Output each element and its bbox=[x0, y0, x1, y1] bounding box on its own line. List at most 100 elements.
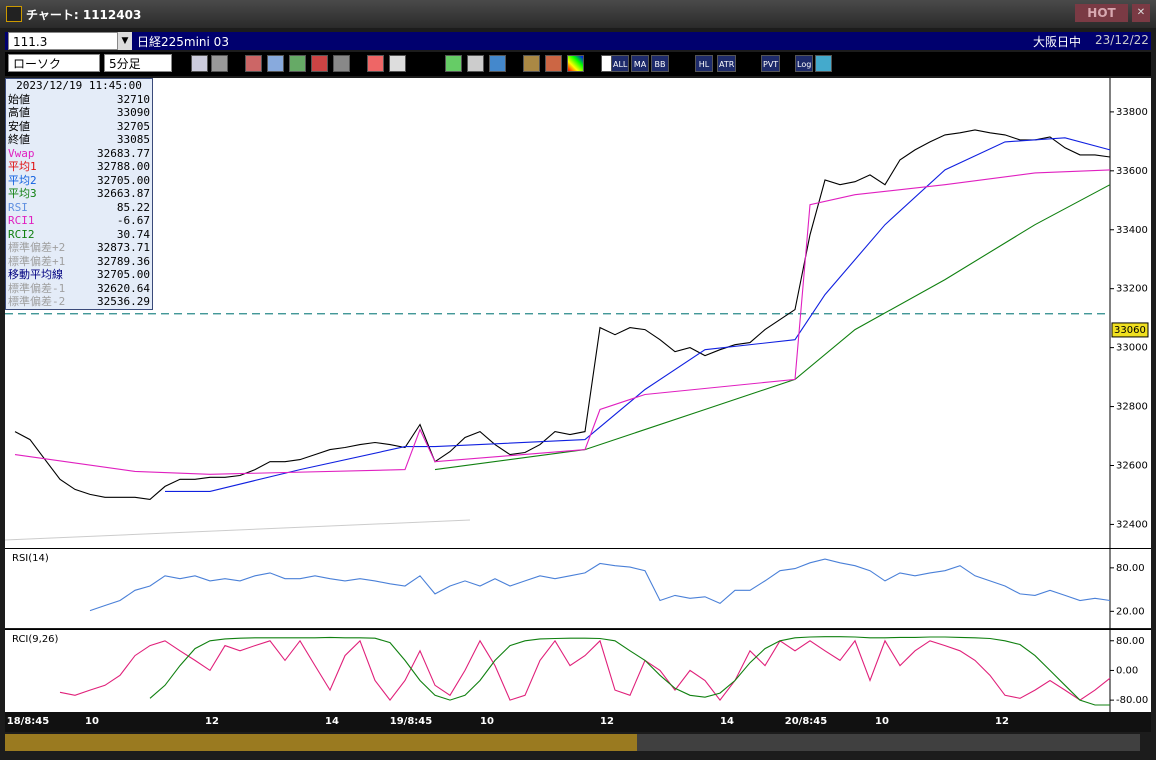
info-row: 平均2 32705.00 bbox=[6, 174, 152, 188]
info-row: 高値 33090 bbox=[6, 106, 152, 120]
x-tick-label: 10 bbox=[85, 716, 99, 727]
x-tick-label: 19/8:45 bbox=[390, 716, 432, 727]
info-value: 32663.87 bbox=[97, 187, 150, 200]
toolbar-button[interactable]: HL bbox=[695, 55, 713, 72]
x-tick-label: 12 bbox=[600, 716, 614, 727]
tool-icon[interactable] bbox=[567, 55, 584, 72]
info-value: 32705 bbox=[116, 119, 150, 133]
info-label: 平均2 bbox=[8, 173, 37, 187]
info-row: RCI1 -6.67 bbox=[6, 214, 152, 228]
y-tick-label: 33000 bbox=[1116, 343, 1148, 354]
info-label: 終値 bbox=[8, 133, 30, 146]
tool-icon[interactable] bbox=[815, 55, 832, 72]
info-value: 32789.36 bbox=[97, 254, 150, 268]
info-label: 標準偏差+2 bbox=[8, 241, 66, 254]
tool-row: ローソク 5分足 ALL MA BB HL ATR PVT Log bbox=[5, 52, 1151, 76]
info-value: 30.74 bbox=[116, 227, 150, 241]
tool-icon[interactable] bbox=[489, 55, 506, 72]
info-row: RSI 85.22 bbox=[6, 201, 152, 215]
y-tick-label: 32400 bbox=[1116, 519, 1148, 530]
info-row: 標準偏差+2 32873.71 bbox=[6, 241, 152, 255]
tool-icon[interactable] bbox=[267, 55, 284, 72]
panel-title: RCI(9,26) bbox=[12, 634, 59, 645]
info-label: RSI bbox=[8, 200, 28, 214]
x-tick-label: 10 bbox=[875, 716, 889, 727]
info-label: 平均1 bbox=[8, 160, 37, 173]
panel-title: RSI(14) bbox=[12, 553, 49, 564]
series-line bbox=[434, 184, 1111, 471]
info-value: 33085 bbox=[116, 133, 150, 146]
info-row: 終値 33085 bbox=[6, 133, 152, 147]
hot-button[interactable]: HOT bbox=[1075, 4, 1128, 22]
tool-icon[interactable] bbox=[245, 55, 262, 72]
info-label: Vwap bbox=[8, 146, 35, 160]
toolbar-button[interactable]: Log bbox=[795, 55, 814, 72]
series-line bbox=[89, 558, 1111, 612]
toolbar-button[interactable]: ALL bbox=[611, 55, 630, 72]
dropdown-arrow[interactable]: ▼ bbox=[118, 32, 132, 50]
y-tick-label: 80.00 bbox=[1116, 563, 1145, 574]
y-tick-label: 33600 bbox=[1116, 166, 1148, 177]
tool-icon[interactable] bbox=[311, 55, 328, 72]
info-row: 平均1 32788.00 bbox=[6, 160, 152, 174]
info-label: 始値 bbox=[8, 92, 30, 106]
info-label: 平均3 bbox=[8, 187, 37, 200]
info-timestamp: 2023/12/19 11:45:00 bbox=[16, 79, 142, 92]
tool-icon[interactable] bbox=[333, 55, 350, 72]
tool-icon[interactable] bbox=[545, 55, 562, 72]
tool-icon[interactable] bbox=[445, 55, 462, 72]
info-value: 32620.64 bbox=[97, 281, 150, 295]
series-line bbox=[14, 169, 1111, 475]
x-axis-band bbox=[5, 712, 1151, 732]
info-label: 標準偏差-2 bbox=[8, 295, 66, 308]
tool-icon[interactable] bbox=[367, 55, 384, 72]
zoom-icon[interactable] bbox=[191, 55, 208, 72]
toolbar-button[interactable]: MA bbox=[631, 55, 649, 72]
info-value: 33090 bbox=[116, 106, 150, 119]
info-value: 32873.71 bbox=[97, 241, 150, 254]
x-tick-label: 20/8:45 bbox=[785, 716, 827, 727]
tool-icon[interactable] bbox=[467, 55, 484, 72]
toolbar-button[interactable]: PVT bbox=[761, 55, 781, 72]
info-value: 32788.00 bbox=[97, 160, 150, 173]
scroll-thumb[interactable] bbox=[5, 734, 637, 751]
series-line bbox=[14, 129, 1111, 500]
info-row: Vwap 32683.77 bbox=[6, 147, 152, 161]
y-tick-label: -80.00 bbox=[1116, 695, 1148, 706]
tool-icon[interactable] bbox=[289, 55, 306, 72]
guide-line bbox=[4, 519, 471, 541]
info-value: 32536.29 bbox=[97, 295, 150, 308]
code-input[interactable]: 111.3 bbox=[8, 32, 118, 50]
x-tick-label: 14 bbox=[720, 716, 734, 727]
rci-panel bbox=[5, 630, 1151, 712]
info-row: 移動平均線 32705.00 bbox=[6, 268, 152, 282]
toolbar-button[interactable]: BB bbox=[651, 55, 669, 72]
chart-style-select[interactable]: ローソク bbox=[8, 54, 100, 72]
info-row: 平均3 32663.87 bbox=[6, 187, 152, 201]
tool-icon[interactable] bbox=[211, 55, 228, 72]
y-tick-label: 20.00 bbox=[1116, 606, 1145, 617]
y-tick-label: 33400 bbox=[1116, 225, 1148, 236]
title-bar: チャート: 1112403 HOT ✕ bbox=[0, 0, 1156, 28]
info-row: 安値 32705 bbox=[6, 120, 152, 134]
date-label: 23/12/22 bbox=[1095, 33, 1149, 47]
info-label: 標準偏差-1 bbox=[8, 281, 66, 295]
info-value: 32705.00 bbox=[97, 268, 150, 281]
price-panel bbox=[5, 78, 1151, 548]
info-row: RCI2 30.74 bbox=[6, 228, 152, 242]
tool-icon[interactable] bbox=[389, 55, 406, 72]
info-row: 始値 32710 bbox=[6, 93, 152, 107]
info-value: 32683.77 bbox=[97, 146, 150, 160]
nav-row: 111.3 ▼ 日経225mini 03 大阪日中 23/12/22 bbox=[5, 32, 1151, 50]
info-label: 高値 bbox=[8, 106, 30, 119]
info-row: 標準偏差+1 32789.36 bbox=[6, 255, 152, 269]
info-value: -6.67 bbox=[116, 214, 150, 227]
interval-select[interactable]: 5分足 bbox=[104, 54, 172, 72]
close-button[interactable]: ✕ bbox=[1132, 4, 1150, 22]
y-tick-label: 32800 bbox=[1116, 402, 1148, 413]
session-label: 大阪日中 bbox=[1033, 35, 1082, 49]
toolbar-button[interactable]: ATR bbox=[717, 55, 737, 72]
tool-icon[interactable] bbox=[523, 55, 540, 72]
